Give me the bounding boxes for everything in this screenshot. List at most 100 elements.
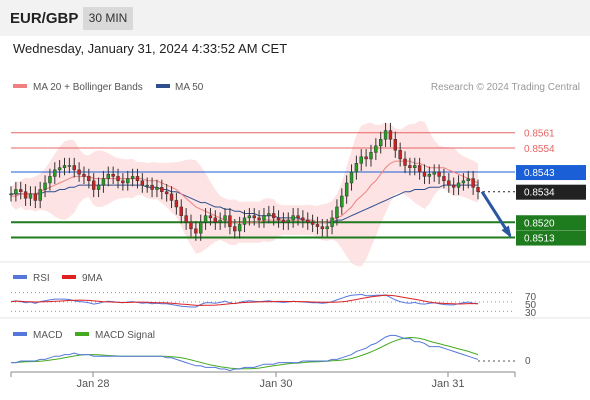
chart-datetime: Wednesday, January 31, 2024 4:33:52 AM C…: [13, 41, 288, 56]
resistance-label: 0.8554: [524, 144, 555, 155]
candle-body: [164, 191, 169, 195]
candle-body: [77, 169, 81, 175]
candle-body: [427, 173, 432, 177]
rsi-ma-legend-swatch: [62, 275, 76, 279]
candle-body: [432, 171, 436, 175]
rsi-tick-30: 30: [525, 308, 537, 319]
candle-body: [335, 206, 339, 219]
candle-body: [126, 178, 130, 184]
candle-body: [116, 176, 120, 182]
candle-body: [19, 189, 23, 192]
rsi-plot: [10, 292, 515, 312]
bollinger-band: [11, 120, 478, 267]
candle-body: [48, 176, 52, 184]
rsi-ma-legend-label: 9MA: [82, 273, 103, 284]
candle-body: [320, 226, 325, 230]
candle-body: [276, 217, 281, 221]
candle-body: [223, 215, 227, 221]
price-label: 0.8534: [524, 188, 555, 199]
candle-body: [378, 139, 383, 147]
rsi-ma-line: [10, 294, 479, 306]
candle-body: [447, 180, 451, 186]
support-label-box: [516, 215, 586, 231]
candle-body: [271, 213, 276, 219]
candle-body: [383, 130, 388, 140]
candle-body: [306, 219, 310, 223]
candle-body: [301, 217, 305, 221]
candle-body: [315, 224, 320, 227]
candle-body: [325, 226, 329, 230]
candle-body: [106, 173, 111, 179]
main-plot: 0.8561 0.8554 0.8543 0.8534 0.8520 0.8513: [9, 120, 586, 267]
instrument-title: EUR/GBP: [10, 10, 79, 27]
candle-body: [67, 165, 72, 167]
candle-body: [140, 180, 145, 186]
candle-body: [286, 219, 290, 223]
candle-body: [374, 145, 378, 153]
candle-body: [267, 213, 271, 216]
candle-body: [291, 215, 295, 221]
macd-signal-legend-label: MACD Signal: [95, 330, 155, 341]
candle-body: [340, 195, 344, 208]
candle-body: [62, 165, 67, 168]
candle-body: [101, 178, 106, 186]
candle-body: [130, 176, 135, 179]
candle-body: [344, 182, 349, 197]
candle-body: [189, 222, 193, 230]
candle-body: [408, 165, 412, 168]
rsi-line: [10, 293, 479, 308]
candle-body: [57, 167, 62, 171]
candle-body: [233, 226, 237, 232]
support-label-box: [516, 230, 586, 246]
rsi-legend-swatch: [13, 275, 27, 279]
candle-body: [111, 173, 115, 177]
candle-body: [91, 180, 96, 190]
candle-body: [398, 149, 402, 160]
candle-body: [476, 187, 480, 192]
candle-body: [330, 217, 334, 227]
rsi-legend-label: RSI: [33, 273, 50, 284]
candle-body: [252, 215, 256, 219]
rsi-tick-50: 50: [525, 300, 537, 311]
candle-body: [199, 222, 203, 234]
ma50-legend-label: MA 50: [175, 82, 204, 93]
x-tick-label: Jan 28: [76, 378, 109, 390]
candle-body: [33, 193, 38, 201]
candle-body: [456, 182, 461, 188]
candle-body: [359, 156, 363, 164]
candle-body: [213, 217, 218, 223]
candle-body: [28, 193, 33, 199]
candle-body: [135, 176, 140, 182]
candle-body: [14, 189, 18, 195]
candle-body: [179, 206, 183, 216]
credit-label: Research © 2024 Trading Central: [431, 82, 580, 93]
candle-body: [38, 189, 42, 201]
macd-legend-label: MACD: [33, 330, 62, 341]
candle-body: [43, 182, 47, 190]
candle-body: [87, 176, 91, 182]
candle-body: [23, 191, 28, 199]
candle-body: [310, 222, 315, 225]
candle-body: [208, 215, 213, 219]
candle-body: [184, 215, 188, 223]
candle-body: [218, 219, 222, 223]
candle-body: [296, 215, 300, 219]
candle-body: [442, 176, 446, 182]
forecast-arrowhead: [501, 225, 512, 239]
candle-body: [121, 180, 125, 184]
ma50-legend-swatch: [156, 84, 170, 88]
ma20-legend-label: MA 20 + Bollinger Bands: [33, 82, 143, 93]
candle-body: [262, 215, 266, 221]
timeframe-button[interactable]: 30 MIN: [83, 7, 133, 30]
candle-body: [369, 152, 373, 160]
candle-body: [466, 178, 470, 182]
candle-body: [242, 217, 247, 225]
candle-body: [257, 217, 261, 221]
macd-tick-0: 0: [525, 356, 531, 367]
macd-line: [11, 334, 479, 372]
candle-body: [364, 156, 368, 160]
candle-body: [471, 178, 475, 188]
candle-body: [145, 184, 149, 187]
candle-body: [203, 215, 208, 223]
